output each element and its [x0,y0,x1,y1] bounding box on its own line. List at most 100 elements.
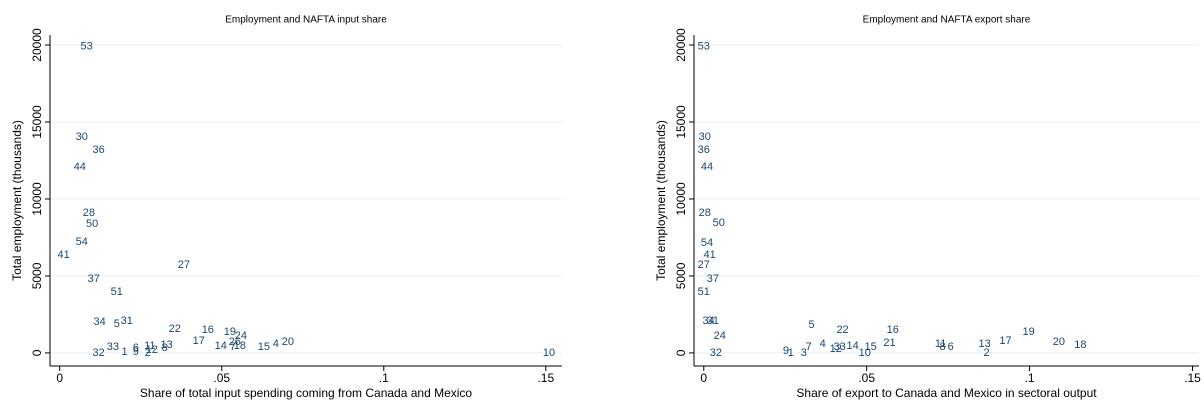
point-label: 1 [121,346,127,358]
point-label: 7 [230,341,236,353]
point-label: 50 [86,218,98,230]
point-label: 31 [121,315,133,327]
point-label: 30 [699,131,711,143]
point-label: 41 [704,249,716,261]
point-label: 22 [836,324,848,336]
point-label: 54 [76,236,88,248]
point-label: 3 [801,347,807,359]
y-tick-label: 10000 [674,182,688,216]
point-label: 18 [234,340,246,352]
point-label: 24 [235,330,247,342]
point-label: 8 [940,341,946,353]
point-label: 34 [93,316,105,328]
point-label: 27 [698,259,710,271]
point-label: 31 [707,315,719,327]
point-label: 4 [273,338,279,350]
y-tick-label: 15000 [674,105,688,139]
point-label: 11 [144,340,155,352]
y-tick-label: 20000 [30,28,44,62]
point-label: 20 [282,336,294,348]
point-label: 9 [133,346,139,358]
point-label: 28 [83,207,95,219]
point-label: 51 [111,286,123,298]
x-tick-label: .1 [1025,371,1035,385]
point-label: 12 [830,343,842,355]
point-label: 37 [88,273,100,285]
point-label: 16 [887,324,899,336]
point-label: 19 [1022,326,1034,338]
point-label: 18 [1074,339,1086,351]
point-label: 10 [859,347,871,359]
point-label: 36 [92,144,104,156]
point-label: 1 [788,347,794,359]
y-tick-label: 10000 [30,182,44,216]
x-tick-label: 0 [700,371,707,385]
chart-title: Employment and NAFTA export share [863,15,1031,26]
y-axis-title: Total employment (thousands) [654,120,668,281]
point-label: 2 [984,347,990,359]
chart-title: Employment and NAFTA input share [225,15,387,26]
point-label: 34 [703,315,715,327]
point-label: 24 [714,330,726,342]
point-label: 21 [883,337,895,349]
point-label: 32 [710,347,722,359]
point-label: 50 [713,217,725,229]
point-label: 12 [146,344,158,356]
point-label: 6 [948,341,954,353]
point-label: 14 [847,340,859,352]
point-label: 44 [701,161,713,173]
point-label: 30 [76,131,88,143]
point-label: 7 [806,341,812,353]
point-label: 36 [698,144,710,156]
y-tick-label: 20000 [674,28,688,62]
point-label: 5 [809,319,815,331]
point-label: 6 [133,342,139,354]
point-label: 2 [145,347,151,359]
point-label: 4 [820,338,826,350]
point-label: 53 [80,40,92,52]
point-label: 17 [193,335,205,347]
point-label: 26 [229,336,241,348]
x-tick-label: .05 [858,371,875,385]
point-label: 15 [258,341,270,353]
point-label: 27 [178,259,190,271]
y-tick-label: 5000 [674,262,688,289]
x-tick-label: 0 [56,371,63,385]
y-tick-label: 15000 [30,105,44,139]
x-tick-label: .05 [213,371,230,385]
x-tick-label: .1 [379,371,389,385]
point-label: 9 [783,345,789,357]
point-label: 53 [698,40,710,52]
y-tick-label: 0 [674,349,688,356]
point-label: 17 [999,335,1011,347]
point-label: 5 [114,318,120,330]
point-label: 32 [92,347,104,359]
point-label: 44 [74,161,86,173]
point-label: 54 [701,237,713,249]
point-label: 51 [698,286,710,298]
point-label: 13 [161,339,173,351]
point-label: 10 [543,347,555,359]
point-label: 33 [107,341,119,353]
y-tick-label: 0 [30,349,44,356]
point-label: 14 [215,340,227,352]
point-label: 28 [699,207,711,219]
point-label: 41 [57,249,69,261]
y-axis-title: Total employment (thousands) [10,120,24,281]
point-label: 13 [978,338,990,350]
y-tick-label: 5000 [30,262,44,289]
x-axis-title: Share of total input spending coming fro… [140,386,473,400]
point-label: 11 [935,338,946,350]
point-label: 15 [864,341,876,353]
point-label: 33 [834,341,846,353]
point-label: 8 [162,342,168,354]
x-tick-label: .15 [1184,371,1201,385]
x-axis-title: Share of export to Canada and Mexico in … [796,386,1097,400]
point-label: 22 [169,323,181,335]
point-label: 19 [224,326,236,338]
point-label: 16 [202,324,214,336]
point-label: 37 [707,273,719,285]
x-tick-label: .15 [537,371,554,385]
point-label: 20 [1053,336,1065,348]
